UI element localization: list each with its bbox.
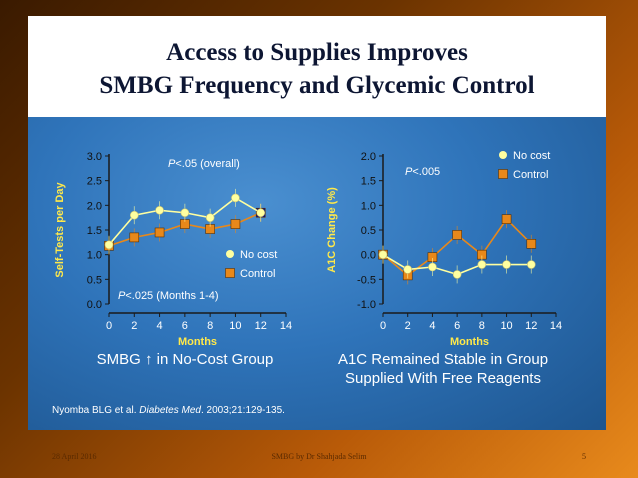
chart1-legend-label-control: Control — [240, 268, 275, 280]
slide-title-line1: Access to Supplies Improves — [166, 39, 468, 66]
caption-left: SMBG ↑ in No-Cost Group — [96, 351, 274, 368]
chart2-x-tick-label: 12 — [525, 320, 537, 332]
chart1-annotation-1: P<.05 (overall) — [168, 158, 240, 170]
chart2-y-axis-label: A1C Change (%) — [326, 187, 338, 273]
chart1-legend-marker-control — [225, 268, 235, 278]
chart1-y-tick-label: 0.0 — [87, 299, 102, 311]
chart1-y-tick-label: 2.0 — [87, 200, 102, 212]
caption-right-line1: A1C Remained Stable in Group — [337, 351, 549, 368]
footer-date: 28 April 2016 — [52, 452, 97, 461]
chart2-x-tick-label: 0 — [380, 320, 386, 332]
chart1-point-control — [129, 232, 140, 243]
citation: Nyomba BLG et al. Diabetes Med. 2003;21:… — [52, 405, 285, 416]
chart2-point-no-cost — [428, 262, 437, 272]
citation-journal: Diabetes Med — [139, 405, 201, 416]
chart2-x-tick-label: 4 — [429, 320, 435, 332]
chart2-point-no-cost — [502, 260, 511, 269]
chart2-legend-marker-control — [498, 169, 508, 179]
chart1-legend-marker-no-cost — [226, 250, 234, 258]
chart2-point-no-cost — [477, 260, 487, 269]
chart1-x-tick-label: 10 — [229, 320, 241, 332]
chart1-x-tick-label: 2 — [131, 320, 137, 332]
chart2-point-control — [501, 214, 512, 224]
chart1-x-tick-label: 14 — [280, 320, 292, 332]
chart2-y-tick-label: 2.0 — [361, 151, 376, 163]
chart1-annotation-2: P<.025 (Months 1-4) — [118, 290, 219, 302]
chart1-x-axis-label: Months — [178, 336, 217, 348]
chart2-y-tick-label: -1.0 — [357, 299, 376, 311]
chart1-y-tick-label: 2.5 — [87, 176, 102, 188]
chart2-point-no-cost — [403, 265, 413, 274]
citation-prefix: Nyomba BLG et al. — [52, 405, 140, 416]
chart2-legend-label-control: Control — [513, 169, 548, 181]
chart1-point-no-cost — [180, 208, 190, 218]
chart2-x-tick-label: 14 — [550, 320, 562, 332]
chart1-y-axis-label: Self-Tests per Day — [54, 182, 66, 278]
chart2-y-tick-label: 0.0 — [361, 250, 376, 262]
chart1-y-tick-label: 1.0 — [87, 250, 102, 262]
chart1-point-no-cost — [256, 208, 266, 218]
slide-title-line2: SMBG Frequency and Glycemic Control — [99, 72, 535, 99]
chart1-y-tick-label: 1.5 — [87, 225, 102, 237]
chart2-point-control — [452, 230, 462, 240]
chart2-x-tick-label: 10 — [500, 320, 512, 332]
chart2-x-tick-label: 2 — [405, 320, 411, 332]
chart2-point-no-cost — [378, 250, 388, 259]
chart2-y-tick-label: -0.5 — [357, 274, 376, 286]
chart2-annotation-1: P<.005 — [405, 166, 440, 178]
title-panel — [28, 16, 606, 117]
chart2-x-tick-label: 6 — [454, 320, 460, 332]
chart1-point-no-cost — [155, 205, 164, 215]
chart2-point-no-cost — [526, 260, 536, 269]
footer-center: SMBG by Dr Shahjada Selim — [271, 452, 367, 461]
chart2-x-tick-label: 8 — [479, 320, 485, 332]
chart2-x-axis-label: Months — [450, 336, 489, 348]
chart1-x-tick-label: 0 — [106, 320, 112, 332]
chart1-point-no-cost — [104, 240, 114, 250]
chart1-point-no-cost — [231, 193, 240, 203]
caption-right-line2: Supplied With Free Reagents — [345, 370, 541, 387]
chart2-point-control — [526, 239, 537, 249]
citation-suffix: . 2003;21:129-135. — [200, 405, 285, 416]
chart1-legend-label-no-cost: No cost — [240, 249, 277, 261]
chart2-y-tick-label: 1.5 — [361, 176, 376, 188]
chart1-y-tick-label: 3.0 — [87, 151, 102, 163]
chart1-x-tick-label: 8 — [207, 320, 213, 332]
chart2-y-tick-label: 1.0 — [361, 200, 376, 212]
chart1-y-tick-label: 0.5 — [87, 274, 102, 286]
chart2-point-no-cost — [452, 270, 462, 279]
caption-right: A1C Remained Stable in Group Supplied Wi… — [318, 350, 568, 388]
chart2-legend-marker-no-cost — [499, 151, 507, 159]
chart1-x-tick-label: 4 — [157, 320, 163, 332]
chart2-legend-label-no-cost: No cost — [513, 150, 550, 162]
chart1-point-control — [230, 219, 241, 229]
chart1-point-control — [154, 227, 165, 238]
chart2-y-tick-label: 0.5 — [361, 225, 376, 237]
chart1-point-no-cost — [205, 213, 215, 222]
chart1-x-tick-label: 12 — [255, 320, 267, 332]
footer-page-number: 5 — [582, 452, 586, 461]
chart1-x-tick-label: 6 — [182, 320, 188, 332]
chart1-point-no-cost — [129, 210, 139, 220]
